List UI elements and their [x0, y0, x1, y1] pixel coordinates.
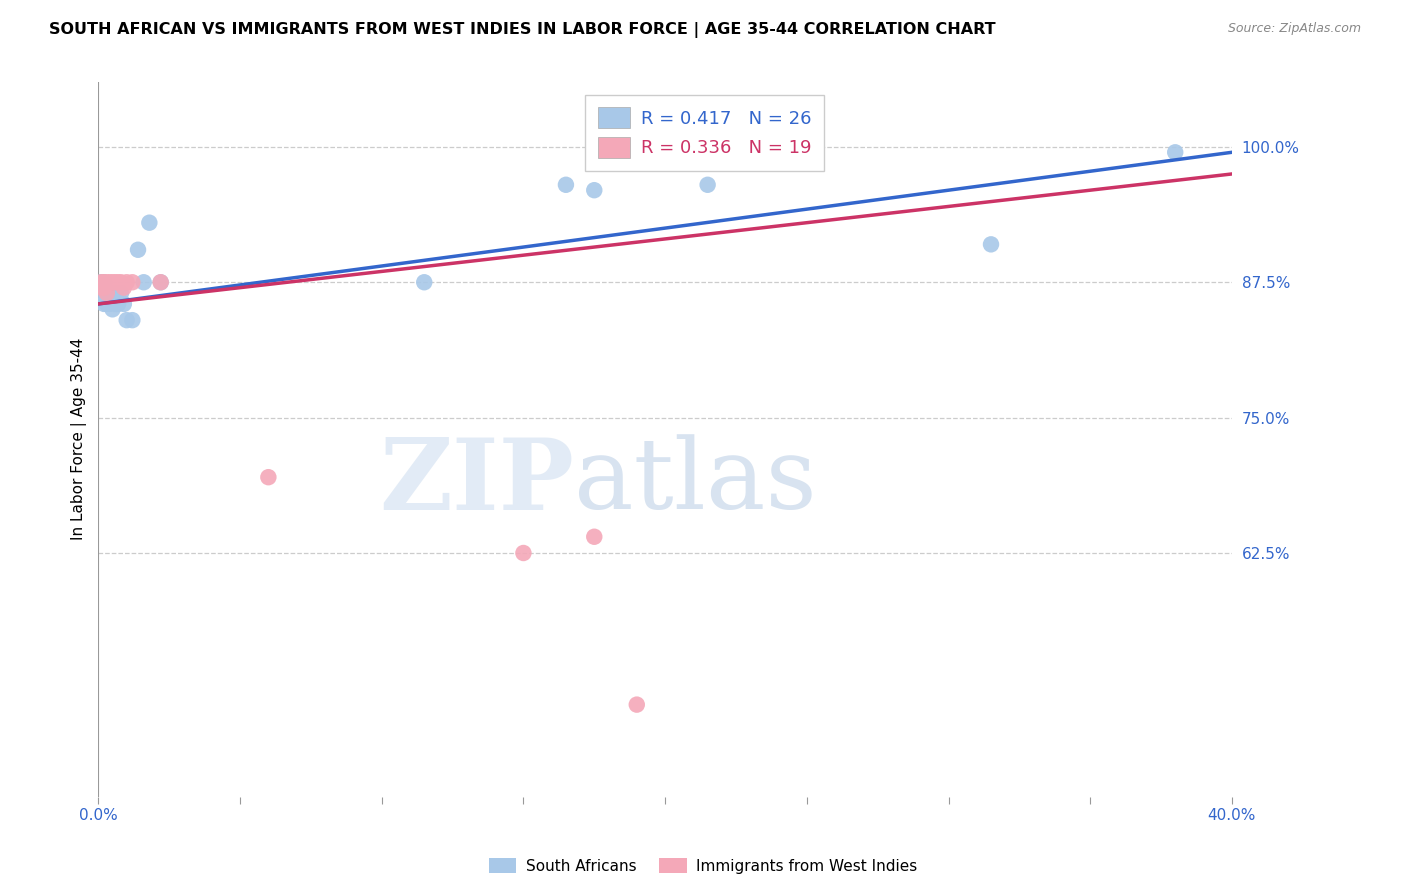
Point [93, 275, 115, 289]
Point [104, 286, 127, 301]
Point [132, 275, 155, 289]
Point [90, 280, 112, 294]
Point [115, 275, 138, 289]
Point [96, 275, 118, 289]
Point [101, 275, 124, 289]
Point [257, 470, 280, 484]
Text: Source: ZipAtlas.com: Source: ZipAtlas.com [1227, 22, 1361, 36]
Point [121, 313, 143, 327]
Point [90, 286, 112, 301]
Point [583, 530, 606, 544]
Point [101, 286, 124, 301]
Point [110, 275, 132, 289]
Point [583, 183, 606, 197]
Point [121, 275, 143, 289]
Point [90, 275, 112, 289]
Point [626, 698, 648, 712]
Y-axis label: In Labor Force | Age 35-44: In Labor Force | Age 35-44 [72, 338, 87, 541]
Point [555, 178, 578, 192]
Point [110, 286, 132, 301]
Legend: South Africans, Immigrants from West Indies: South Africans, Immigrants from West Ind… [482, 852, 924, 880]
Point [93, 297, 115, 311]
Point [149, 275, 172, 289]
Point [101, 302, 124, 317]
Point [96, 286, 118, 301]
Point [104, 297, 127, 311]
Point [96, 297, 118, 311]
Text: ZIP: ZIP [380, 434, 575, 531]
Point [696, 178, 718, 192]
Point [512, 546, 534, 560]
Point [1164, 145, 1187, 160]
Point [93, 280, 115, 294]
Point [107, 297, 129, 311]
Point [90, 275, 112, 289]
Point [149, 275, 172, 289]
Point [980, 237, 1002, 252]
Point [112, 297, 135, 311]
Point [112, 280, 135, 294]
Text: atlas: atlas [575, 434, 817, 530]
Point [138, 216, 160, 230]
Point [413, 275, 436, 289]
Point [98, 275, 121, 289]
Point [93, 275, 115, 289]
Text: SOUTH AFRICAN VS IMMIGRANTS FROM WEST INDIES IN LABOR FORCE | AGE 35-44 CORRELAT: SOUTH AFRICAN VS IMMIGRANTS FROM WEST IN… [49, 22, 995, 38]
Legend: R = 0.417   N = 26, R = 0.336   N = 19: R = 0.417 N = 26, R = 0.336 N = 19 [585, 95, 824, 170]
Point [127, 243, 149, 257]
Point [96, 286, 118, 301]
Point [98, 297, 121, 311]
Point [115, 313, 138, 327]
Point [104, 275, 127, 289]
Point [107, 275, 129, 289]
